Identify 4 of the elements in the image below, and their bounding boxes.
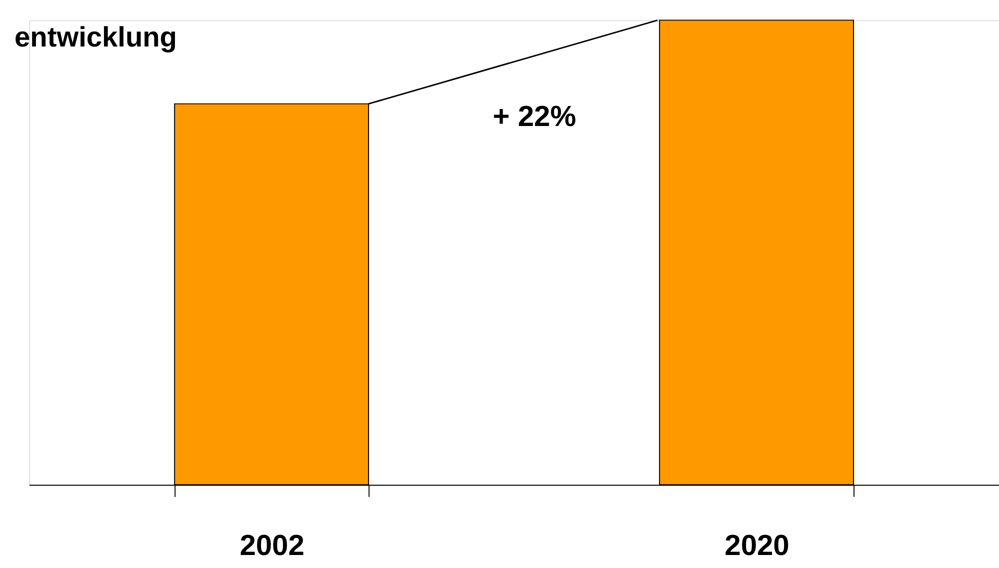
x-tick-label: 2002 xyxy=(240,530,304,562)
x-tick-label: 2020 xyxy=(724,530,790,562)
annotation: + 22% xyxy=(492,100,576,133)
chart-title: entwicklung xyxy=(14,21,177,52)
